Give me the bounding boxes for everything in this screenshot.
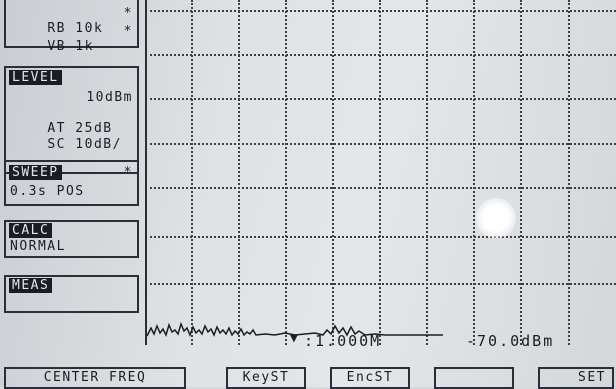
graticule <box>145 0 616 345</box>
scale-row: SC 10dB/ <box>10 122 133 167</box>
meas-panel[interactable]: MEAS <box>4 275 139 313</box>
sweep-auto-flag: * <box>123 165 133 180</box>
marker-level-readout: -70.0dBm <box>466 332 555 350</box>
grid-line <box>520 0 522 345</box>
graticule-left-edge <box>145 0 147 345</box>
attenuation-value: 25dB <box>75 121 113 136</box>
grid-line <box>191 0 193 345</box>
bandwidth-panel[interactable]: RB 10k * VB 1k * <box>4 0 139 54</box>
grid-line <box>568 0 570 345</box>
vb-row: VB 1k * <box>10 24 133 69</box>
sweep-panel[interactable]: SWEEP * 0.3s POS <box>4 160 139 206</box>
grid-line <box>238 0 240 345</box>
calc-title: CALC <box>9 223 53 238</box>
screen-glare <box>476 198 516 238</box>
rb-row: RB 10k * <box>10 6 133 51</box>
level-panel[interactable]: LEVEL 10dBm AT 25dB SC 10dB/ <box>4 66 139 174</box>
vb-value: 1k <box>75 39 94 54</box>
sweep-title: SWEEP <box>9 165 62 180</box>
keyst-softkey[interactable]: KeyST <box>226 367 306 389</box>
scale-value: 10dB/ <box>75 137 122 152</box>
grid-line <box>379 0 381 345</box>
marker-triangle-icon: ▼ <box>290 331 298 346</box>
attenuation-row: AT 25dB <box>10 106 133 151</box>
scale-label: SC <box>47 137 66 152</box>
level-title: LEVEL <box>9 70 62 85</box>
ref-level-value: 10dBm <box>86 90 133 105</box>
grid-line <box>332 0 334 345</box>
vb-auto-flag: * <box>123 24 133 39</box>
encst-softkey[interactable]: EncST <box>330 367 410 389</box>
calc-value: NORMAL <box>10 239 66 254</box>
rb-auto-flag: * <box>123 6 133 21</box>
spectrum-trace <box>146 321 443 338</box>
grid-line <box>285 0 287 345</box>
rb-value: 10k <box>75 21 104 36</box>
vb-label: VB <box>47 39 66 54</box>
sweep-value: 0.3s POS <box>10 184 85 199</box>
grid-line <box>473 0 475 345</box>
calc-panel[interactable]: CALC NORMAL <box>4 220 139 258</box>
rb-label: RB <box>47 21 66 36</box>
grid-line <box>426 0 428 345</box>
center-freq-softkey[interactable]: CENTER FREQ <box>4 367 186 389</box>
set-softkey[interactable]: SET <box>538 367 614 389</box>
blank-softkey[interactable] <box>434 367 514 389</box>
attenuation-label: AT <box>47 121 66 136</box>
marker-frequency-readout: :1.000M <box>304 332 382 350</box>
meas-title: MEAS <box>9 278 53 293</box>
